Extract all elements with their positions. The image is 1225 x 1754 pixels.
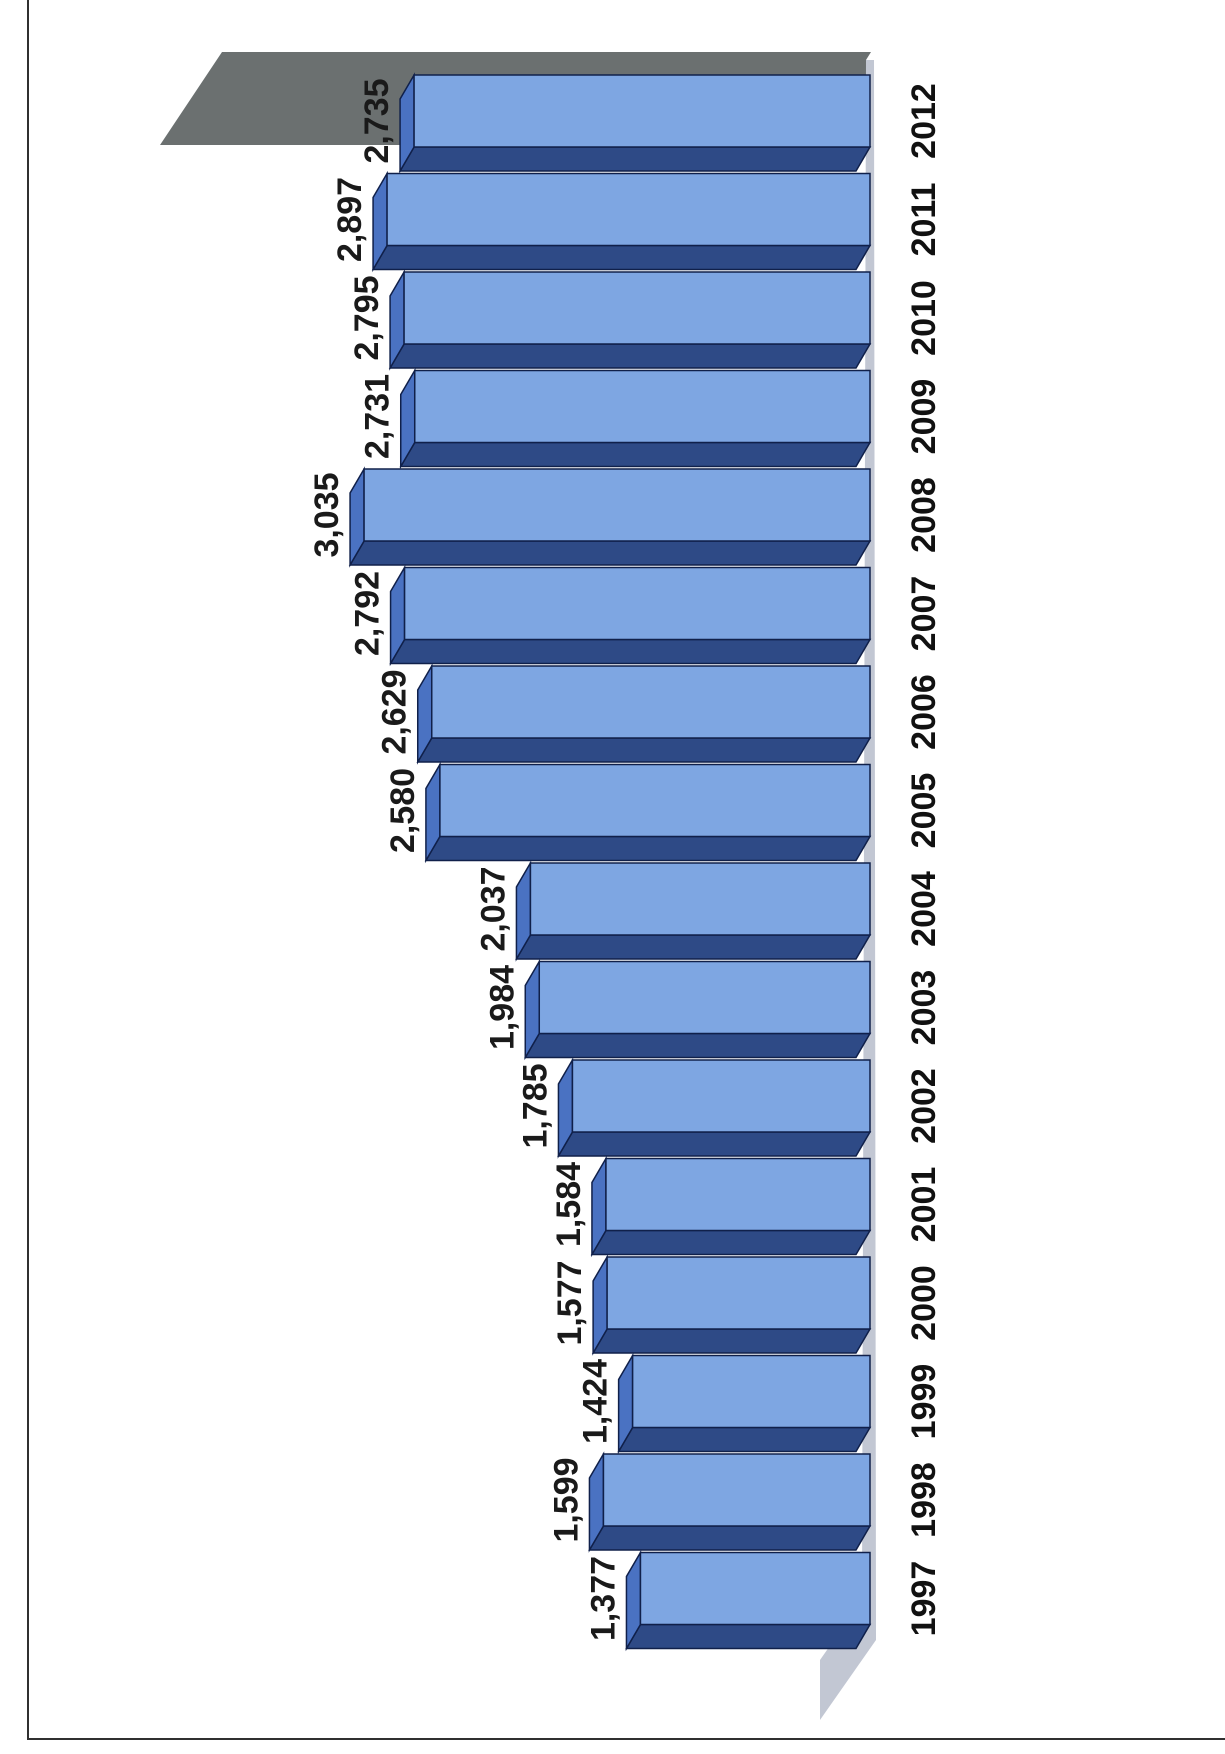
bar-front-face <box>571 1059 871 1133</box>
bar-1997 <box>625 1549 872 1652</box>
bar-2006 <box>416 663 872 765</box>
bar-bottom-face <box>348 540 872 566</box>
category-label: 2005 <box>905 773 943 849</box>
category-label: 2011 <box>905 183 943 257</box>
bar-2007 <box>389 564 872 667</box>
bar-1998 <box>588 1451 872 1553</box>
bar-front-face <box>605 1157 871 1232</box>
bar-bottom-face <box>591 1328 872 1354</box>
bar-bottom-face <box>515 934 872 960</box>
category-label: 2003 <box>905 970 943 1046</box>
bar-2005 <box>424 761 872 864</box>
value-label: 1,424 <box>577 1359 615 1444</box>
bar-bottom-face <box>557 1131 872 1157</box>
bar-bottom-face <box>588 1525 872 1551</box>
bar-2004 <box>515 860 872 962</box>
bar-2002 <box>557 1057 872 1159</box>
bar-bottom-face <box>399 441 872 468</box>
category-label: 2008 <box>905 477 943 553</box>
value-label: 1,577 <box>551 1260 589 1345</box>
value-label: 2,792 <box>349 571 387 656</box>
value-label: 2,629 <box>376 669 414 754</box>
bar-front-face <box>403 566 871 641</box>
bars-group <box>348 72 872 1652</box>
value-label: 2,580 <box>384 768 422 853</box>
bar-front-face <box>403 271 871 345</box>
bar-2000 <box>591 1254 872 1356</box>
category-labels-group: 2012 2011 2010 2009 2008 2007 2006 2005 2004 2003… <box>905 83 943 1636</box>
bar-bottom-face <box>371 244 872 271</box>
bar-bottom-face <box>424 835 872 862</box>
bar-bottom-face <box>625 1623 872 1650</box>
bar-2003 <box>523 958 872 1061</box>
category-label: 2009 <box>905 379 943 455</box>
bar-bottom-face <box>416 737 872 763</box>
category-label: 1999 <box>905 1364 943 1440</box>
bar-front-face <box>439 763 871 838</box>
bar-front-face <box>639 1551 871 1626</box>
bar-bottom-face <box>523 1032 872 1059</box>
bar-front-face <box>538 960 871 1035</box>
category-label: 1998 <box>905 1462 943 1538</box>
bar-2012 <box>398 72 872 174</box>
category-label: 2000 <box>905 1265 943 1341</box>
category-label: 2002 <box>905 1068 943 1144</box>
bar-front-face <box>631 1354 871 1429</box>
bar-front-face <box>363 468 871 542</box>
bar-bottom-face <box>617 1426 872 1453</box>
bar-front-face <box>529 862 871 936</box>
value-label: 1,377 <box>584 1556 622 1641</box>
category-label: 2010 <box>905 280 943 356</box>
bar-2001 <box>590 1155 872 1258</box>
value-label: 2,795 <box>348 275 386 360</box>
bar-bottom-face <box>388 343 872 369</box>
value-label: 2,897 <box>331 177 369 262</box>
category-label: 2007 <box>905 576 943 652</box>
category-label: 2012 <box>905 83 943 159</box>
bar-bottom-face <box>590 1229 872 1256</box>
bar-1999 <box>617 1352 872 1455</box>
bar-front-face <box>386 172 871 247</box>
bar-bottom-face <box>398 146 872 172</box>
bar-2009 <box>399 367 872 470</box>
value-label: 1,584 <box>550 1162 588 1247</box>
value-label: 1,785 <box>516 1063 554 1148</box>
bar-2008 <box>348 466 872 568</box>
bar-2011 <box>371 170 872 273</box>
value-label: 2,037 <box>474 866 512 951</box>
bar-bottom-face <box>389 638 872 665</box>
bar-front-face <box>606 1256 871 1330</box>
category-label: 2004 <box>905 871 943 947</box>
bar-front-face <box>430 665 871 739</box>
bar-front-face <box>413 74 871 148</box>
category-label: 2001 <box>905 1167 943 1243</box>
value-label: 1,599 <box>547 1457 585 1542</box>
bar-2010 <box>388 269 872 371</box>
value-label: 1,984 <box>483 965 521 1050</box>
bar-front-face <box>602 1453 871 1527</box>
value-label: 2,735 <box>358 78 396 163</box>
value-label: 3,035 <box>308 472 346 557</box>
category-label: 1997 <box>905 1561 943 1637</box>
value-label: 2,731 <box>359 374 397 459</box>
category-label: 2006 <box>905 674 943 750</box>
bar-front-face <box>413 369 871 444</box>
